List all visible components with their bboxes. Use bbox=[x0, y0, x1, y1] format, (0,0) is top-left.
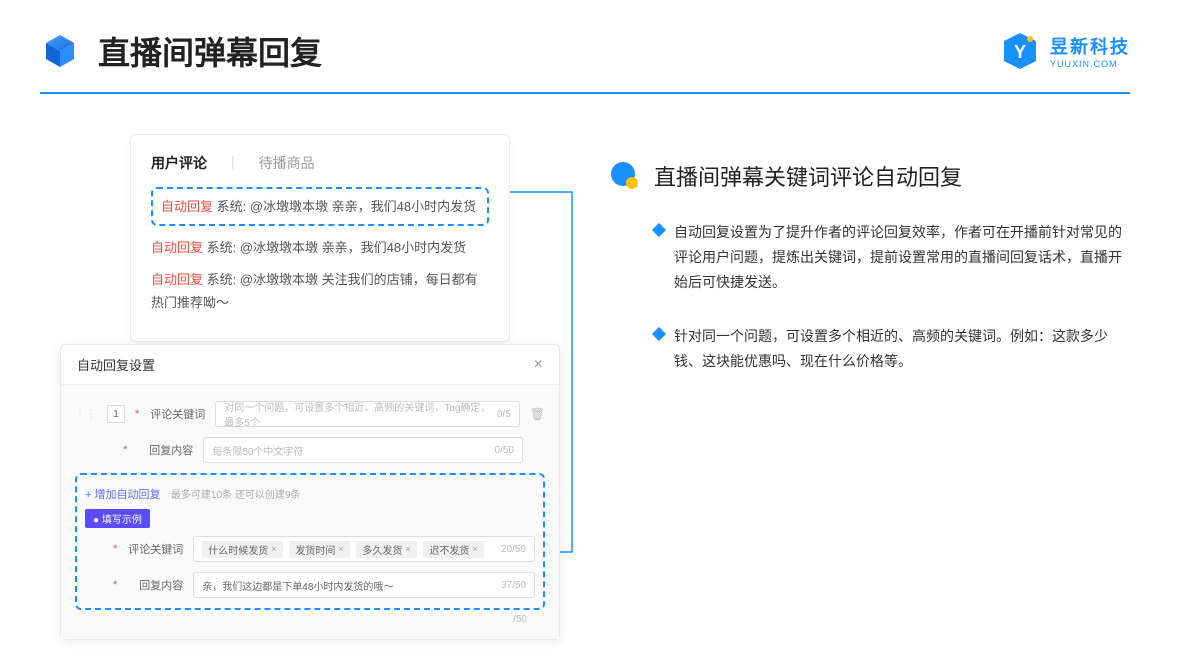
dialog-header: 自动回复设置 × bbox=[61, 345, 559, 385]
chat-bubble-icon bbox=[610, 161, 640, 191]
bullet-list: 自动回复设置为了提升作者的评论回复效率，作者可在开播前针对常见的评论用户问题，提… bbox=[610, 220, 1130, 374]
comment-row: 自动回复 系统: @冰墩墩本墩 亲亲，我们48小时内发货 bbox=[161, 195, 479, 218]
diamond-icon bbox=[652, 223, 666, 237]
page-header: 直播间弹幕回复 Y 昱新科技 YUUXIN.COM bbox=[0, 0, 1180, 74]
dialog-title: 自动回复设置 bbox=[77, 355, 155, 374]
right-column: 直播间弹幕关键词评论自动回复 自动回复设置为了提升作者的评论回复效率，作者可在开… bbox=[610, 134, 1130, 402]
ex-reply-counter: 37/50 bbox=[501, 580, 526, 591]
close-icon[interactable]: × bbox=[534, 356, 543, 374]
drag-handle-icon[interactable]: ⋮⋮ bbox=[75, 409, 97, 420]
ex-reply-value: 亲，我们这边都是下单48小时内发货的哦～ bbox=[202, 578, 393, 593]
reply-counter: 0/50 bbox=[495, 445, 514, 456]
required-mark: * bbox=[113, 543, 117, 555]
diamond-icon bbox=[652, 326, 666, 340]
brand-cn: 昱新科技 bbox=[1050, 33, 1130, 59]
highlighted-comment: 自动回复 系统: @冰墩墩本墩 亲亲，我们48小时内发货 bbox=[151, 187, 489, 226]
auto-reply-tag: 自动回复 bbox=[151, 272, 203, 287]
ex-keyword-label: 评论关键词 bbox=[127, 541, 183, 557]
page-title: 直播间弹幕回复 bbox=[98, 28, 322, 74]
ex-keyword-counter: 20/50 bbox=[501, 544, 526, 555]
tab-separator: | bbox=[231, 153, 235, 173]
reply-label: 回复内容 bbox=[137, 442, 193, 458]
keyword-tag[interactable]: 发货时间× bbox=[289, 541, 349, 558]
keyword-tag[interactable]: 多久发货× bbox=[356, 541, 416, 558]
ex-reply-input[interactable]: 亲，我们这边都是下单48小时内发货的哦～ 37/50 bbox=[193, 572, 535, 598]
brand-mark-icon: Y bbox=[1000, 31, 1040, 71]
section-title: 直播间弹幕关键词评论自动回复 bbox=[654, 160, 962, 192]
keyword-input[interactable]: 对同一个问题，可设置多个相近、高频的关键词，Tag确定，最多5个 0/5 bbox=[215, 401, 519, 427]
cube-icon bbox=[40, 31, 80, 71]
form-row-reply: * 回复内容 每条限50个中文字符 0/50 bbox=[75, 437, 545, 463]
left-column: 用户评论 | 待播商品 自动回复 系统: @冰墩墩本墩 亲亲，我们48小时内发货… bbox=[60, 134, 560, 402]
example-keyword-row: * 评论关键词 什么时候发货× 发货时间× 多久发货× 迟不发货× 20/50 bbox=[85, 536, 535, 562]
add-row: + 增加自动回复 最多可建10条 还可以创建9条 bbox=[85, 485, 535, 503]
comment-row: 自动回复 系统: @冰墩墩本墩 关注我们的店铺，每日都有热门推荐呦～ bbox=[151, 268, 489, 315]
required-mark: * bbox=[113, 579, 117, 591]
ex-keyword-input[interactable]: 什么时候发货× 发货时间× 多久发货× 迟不发货× 20/50 bbox=[193, 536, 535, 562]
bullet-text: 针对同一个问题，可设置多个相近的、高频的关键词。例如：这款多少钱、这块能优惠吗、… bbox=[674, 324, 1130, 374]
tab-products[interactable]: 待播商品 bbox=[259, 153, 315, 173]
comment-text: 系统: @冰墩墩本墩 亲亲，我们48小时内发货 bbox=[207, 240, 467, 255]
tabs: 用户评论 | 待播商品 bbox=[151, 153, 489, 173]
tab-comments[interactable]: 用户评论 bbox=[151, 153, 207, 173]
settings-dialog: 自动回复设置 × ⋮⋮ 1 * 评论关键词 对同一个问题，可设置多个相近、高频的… bbox=[60, 344, 560, 640]
brand-en: YUUXIN.COM bbox=[1050, 59, 1130, 69]
comments-card: 用户评论 | 待播商品 自动回复 系统: @冰墩墩本墩 亲亲，我们48小时内发货… bbox=[130, 134, 510, 342]
bullet-item: 针对同一个问题，可设置多个相近的、高频的关键词。例如：这款多少钱、这块能优惠吗、… bbox=[654, 324, 1130, 374]
keyword-placeholder: 对同一个问题，可设置多个相近、高频的关键词，Tag确定，最多5个 bbox=[224, 399, 497, 429]
bullet-item: 自动回复设置为了提升作者的评论回复效率，作者可在开播前针对常见的评论用户问题，提… bbox=[654, 220, 1130, 296]
svg-text:Y: Y bbox=[1014, 42, 1026, 62]
keyword-counter: 0/5 bbox=[497, 409, 511, 420]
row-number: 1 bbox=[107, 405, 125, 423]
required-mark: * bbox=[123, 444, 127, 456]
add-hint: 最多可建10条 还可以创建9条 bbox=[171, 490, 300, 501]
ex-reply-label: 回复内容 bbox=[127, 577, 183, 593]
keyword-label: 评论关键词 bbox=[149, 406, 205, 422]
tag-container: 什么时候发货× 发货时间× 多久发货× 迟不发货× bbox=[202, 541, 487, 558]
dialog-body: ⋮⋮ 1 * 评论关键词 对同一个问题，可设置多个相近、高频的关键词，Tag确定… bbox=[61, 385, 559, 639]
form-row-keyword: ⋮⋮ 1 * 评论关键词 对同一个问题，可设置多个相近、高频的关键词，Tag确定… bbox=[75, 401, 545, 427]
comment-text: 系统: @冰墩墩本墩 亲亲，我们48小时内发货 bbox=[217, 199, 477, 214]
example-badge: ● 填写示例 bbox=[85, 509, 150, 528]
comment-row: 自动回复 系统: @冰墩墩本墩 亲亲，我们48小时内发货 bbox=[151, 236, 489, 259]
outer-counter: /50 bbox=[75, 614, 545, 625]
content: 用户评论 | 待播商品 自动回复 系统: @冰墩墩本墩 亲亲，我们48小时内发货… bbox=[0, 94, 1180, 402]
add-auto-reply-link[interactable]: + 增加自动回复 bbox=[85, 489, 160, 501]
example-highlight: + 增加自动回复 最多可建10条 还可以创建9条 ● 填写示例 * 评论关键词 … bbox=[75, 473, 545, 610]
reply-input[interactable]: 每条限50个中文字符 0/50 bbox=[203, 437, 523, 463]
delete-icon[interactable]: 🗑 bbox=[530, 407, 545, 421]
required-mark: * bbox=[135, 408, 139, 420]
example-reply-row: * 回复内容 亲，我们这边都是下单48小时内发货的哦～ 37/50 bbox=[85, 572, 535, 598]
section-header: 直播间弹幕关键词评论自动回复 bbox=[610, 160, 1130, 192]
bullet-text: 自动回复设置为了提升作者的评论回复效率，作者可在开播前针对常见的评论用户问题，提… bbox=[674, 220, 1130, 296]
brand-text: 昱新科技 YUUXIN.COM bbox=[1050, 33, 1130, 69]
auto-reply-tag: 自动回复 bbox=[151, 240, 203, 255]
header-left: 直播间弹幕回复 bbox=[40, 28, 322, 74]
brand-logo: Y 昱新科技 YUUXIN.COM bbox=[1000, 31, 1130, 71]
auto-reply-tag: 自动回复 bbox=[161, 199, 213, 214]
keyword-tag[interactable]: 迟不发货× bbox=[423, 541, 483, 558]
keyword-tag[interactable]: 什么时候发货× bbox=[202, 541, 282, 558]
reply-placeholder: 每条限50个中文字符 bbox=[212, 443, 303, 458]
